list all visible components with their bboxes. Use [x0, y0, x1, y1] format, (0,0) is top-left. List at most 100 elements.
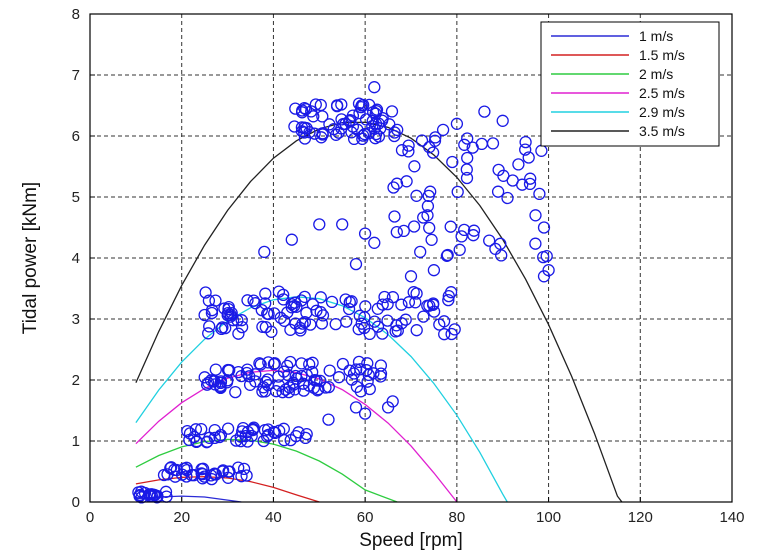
- scatter-point: [461, 132, 474, 145]
- scatter-point: [460, 171, 474, 185]
- legend-label: 2.9 m/s: [639, 104, 685, 120]
- scatter-point: [196, 472, 209, 485]
- scatter-point: [282, 385, 295, 399]
- x-tick-label: 140: [719, 509, 744, 526]
- scatter-point: [445, 327, 458, 341]
- scatter-point: [369, 132, 382, 145]
- scatter-point: [195, 422, 208, 436]
- scatter-point: [451, 185, 464, 199]
- scatter-point: [390, 319, 403, 332]
- scatter-point: [363, 382, 376, 396]
- scatter-point: [254, 358, 267, 371]
- scatter-point: [440, 249, 454, 262]
- scatter-point: [303, 358, 316, 371]
- y-tick-label: 6: [72, 128, 80, 145]
- scatter-point: [519, 143, 532, 156]
- x-tick-label: 120: [628, 509, 653, 526]
- scatter-point: [196, 462, 210, 475]
- x-tick-label: 60: [357, 509, 374, 526]
- scatter-point: [277, 288, 290, 302]
- scatter-point: [165, 461, 178, 474]
- scatter-point: [387, 181, 400, 194]
- scatter-point: [501, 191, 514, 205]
- scatter-point: [442, 293, 455, 307]
- scatter-point: [427, 297, 440, 310]
- scatter-point: [298, 290, 311, 304]
- scatter-point: [221, 422, 235, 435]
- scatter-point: [523, 177, 537, 191]
- scatter-point: [529, 237, 542, 250]
- scatter-point: [243, 378, 257, 391]
- scatter-point: [181, 424, 194, 438]
- scatter-point: [492, 163, 505, 177]
- scatter-point: [232, 327, 245, 340]
- scatter-point: [444, 220, 457, 233]
- scatter-point: [410, 324, 423, 337]
- scatter-point: [309, 98, 322, 111]
- scatter-point: [313, 218, 326, 231]
- scatter-point: [332, 371, 346, 384]
- x-axis-label: Speed [rpm]: [359, 530, 463, 551]
- scatter-point: [438, 328, 451, 341]
- scatter-point: [202, 376, 215, 389]
- scatter-point: [368, 236, 381, 249]
- scatter-point: [519, 135, 532, 149]
- series-line-2: [135, 438, 398, 503]
- scatter-point: [537, 270, 551, 283]
- scatter-point: [222, 300, 235, 314]
- scatter-point: [404, 270, 418, 283]
- scatter-point: [349, 401, 363, 414]
- scatter-point: [423, 221, 436, 235]
- scatter-point: [295, 369, 308, 383]
- scatter-point: [417, 211, 430, 224]
- y-tick-label: 0: [72, 494, 80, 511]
- scatter-point: [299, 431, 312, 445]
- scatter-point: [295, 121, 309, 134]
- scatter-point: [276, 386, 289, 399]
- scatter-point: [352, 323, 365, 336]
- scatter-point: [270, 385, 283, 398]
- scatter-point: [216, 321, 229, 334]
- scatter-point: [314, 374, 327, 388]
- scatter-point: [358, 407, 372, 420]
- scatter-point: [214, 375, 228, 388]
- scatter-point: [524, 172, 537, 185]
- scatter-point: [359, 113, 373, 126]
- scatter-point: [336, 357, 350, 371]
- scatter-point: [306, 365, 319, 379]
- scatter-point: [381, 297, 394, 311]
- tick-labels: 0 20 40 60 80 100 120 140 0 1 2 3 4 5 6 7 8: [72, 6, 745, 526]
- scatter-point: [414, 245, 427, 259]
- scatter-point: [408, 160, 421, 173]
- scatter-point: [335, 98, 348, 111]
- y-tick-label: 2: [72, 372, 80, 389]
- scatter-point: [203, 320, 216, 333]
- scatter-point: [190, 435, 203, 448]
- scatter-point: [268, 357, 281, 370]
- scatter-point: [353, 106, 366, 120]
- scatter-point: [267, 357, 281, 371]
- x-tick-label: 0: [86, 509, 94, 526]
- scatter-point: [203, 431, 216, 444]
- scatter-point: [281, 306, 294, 319]
- scatter-point: [259, 375, 272, 389]
- scatter-point: [284, 323, 297, 336]
- scatter-point: [354, 363, 367, 376]
- scatter-point: [183, 427, 197, 440]
- scatter-point: [307, 381, 321, 394]
- scatter-point: [135, 491, 148, 504]
- scatter-point: [395, 317, 408, 330]
- scatter-point: [293, 321, 307, 335]
- scatter-point: [427, 264, 441, 277]
- scatter-point: [402, 296, 416, 309]
- scatter-point: [229, 385, 242, 399]
- scatter-point: [358, 227, 372, 240]
- scatter-point: [391, 123, 404, 137]
- scatter-point: [305, 105, 318, 118]
- scatter-point: [295, 357, 308, 370]
- scatter-point: [371, 320, 385, 333]
- scatter-point: [231, 314, 244, 327]
- scatter-point: [522, 151, 535, 164]
- legend-label: 2.5 m/s: [639, 85, 685, 101]
- scatter-point: [351, 123, 364, 136]
